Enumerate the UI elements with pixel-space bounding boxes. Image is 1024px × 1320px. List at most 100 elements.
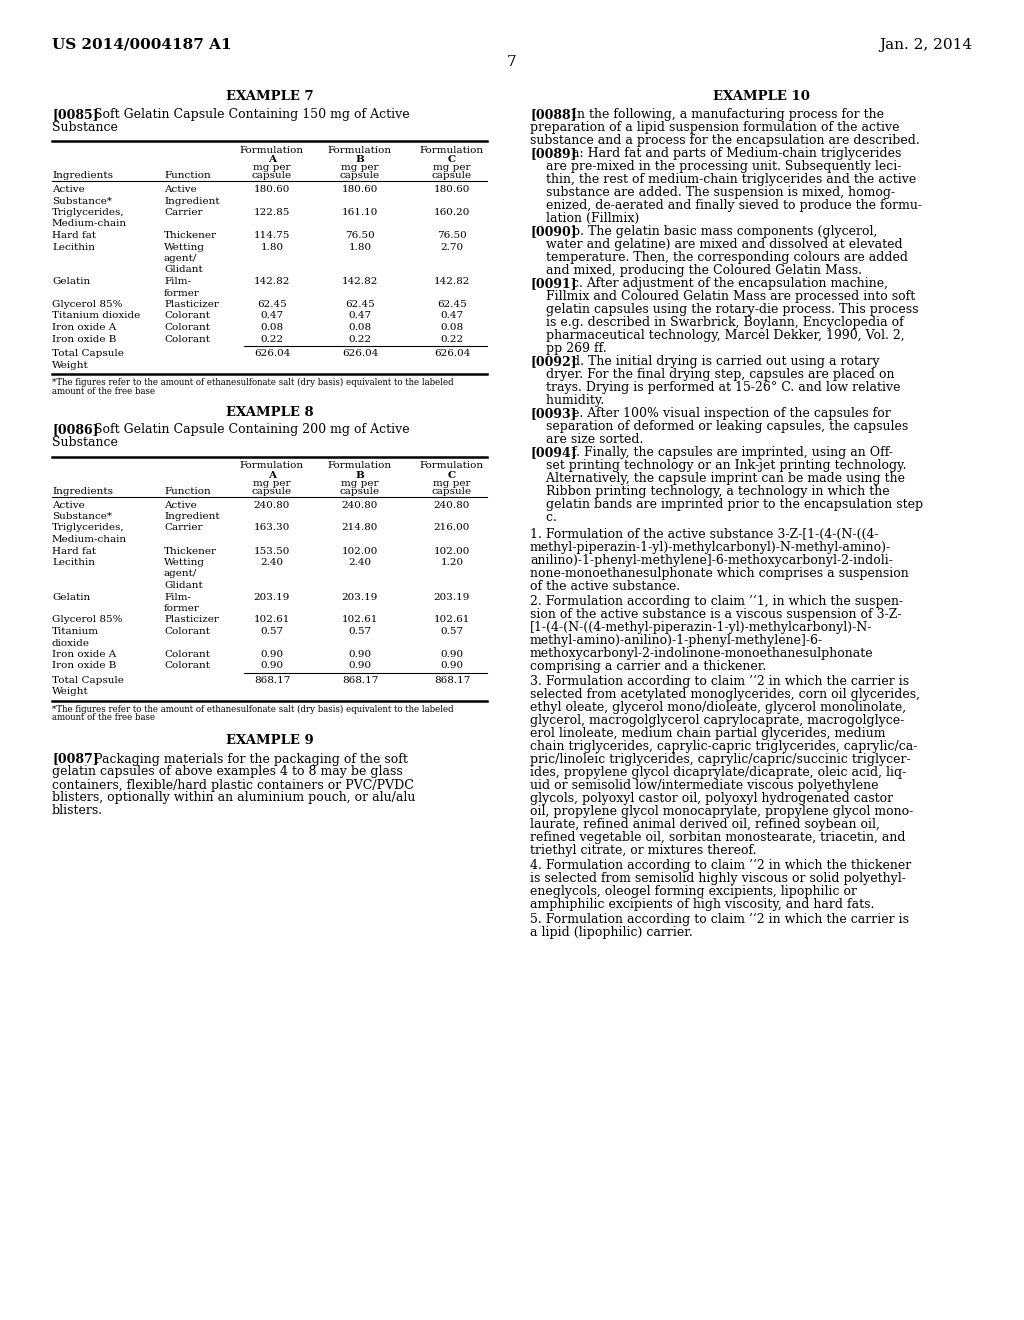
Text: laurate, refined animal derived oil, refined soybean oil,: laurate, refined animal derived oil, ref… bbox=[530, 818, 880, 832]
Text: Titanium: Titanium bbox=[52, 627, 99, 636]
Text: A: A bbox=[268, 470, 276, 479]
Text: 180.60: 180.60 bbox=[254, 185, 290, 194]
Text: 102.00: 102.00 bbox=[342, 546, 378, 556]
Text: is selected from semisolid highly viscous or solid polyethyl-: is selected from semisolid highly viscou… bbox=[530, 873, 906, 884]
Text: containers, flexible/hard plastic containers or PVC/PVDC: containers, flexible/hard plastic contai… bbox=[52, 779, 414, 792]
Text: pric/linoleic triglycerides, caprylic/capric/succinic triglycer-: pric/linoleic triglycerides, caprylic/ca… bbox=[530, 752, 910, 766]
Text: mg per: mg per bbox=[253, 162, 291, 172]
Text: 0.08: 0.08 bbox=[348, 323, 372, 333]
Text: Substance: Substance bbox=[52, 437, 118, 450]
Text: pharmaceutical technology, Marcel Dekker, 1990, Vol. 2,: pharmaceutical technology, Marcel Dekker… bbox=[530, 329, 904, 342]
Text: 2.40: 2.40 bbox=[348, 558, 372, 568]
Text: selected from acetylated monoglycerides, corn oil glycerides,: selected from acetylated monoglycerides,… bbox=[530, 688, 920, 701]
Text: triethyl citrate, or mixtures thereof.: triethyl citrate, or mixtures thereof. bbox=[530, 843, 757, 857]
Text: agent/: agent/ bbox=[164, 569, 198, 578]
Text: 142.82: 142.82 bbox=[254, 277, 290, 286]
Text: 7: 7 bbox=[507, 55, 517, 69]
Text: Colorant: Colorant bbox=[164, 334, 210, 343]
Text: dryer. For the final drying step, capsules are placed on: dryer. For the final drying step, capsul… bbox=[530, 368, 895, 381]
Text: EXAMPLE 10: EXAMPLE 10 bbox=[713, 90, 809, 103]
Text: Plasticizer: Plasticizer bbox=[164, 300, 219, 309]
Text: 62.45: 62.45 bbox=[437, 300, 467, 309]
Text: Ingredient: Ingredient bbox=[164, 197, 219, 206]
Text: Active: Active bbox=[164, 500, 197, 510]
Text: methoxycarbonyl-2-indolinone-monoethanesulphonate: methoxycarbonyl-2-indolinone-monoethanes… bbox=[530, 647, 873, 660]
Text: 240.80: 240.80 bbox=[342, 500, 378, 510]
Text: Colorant: Colorant bbox=[164, 627, 210, 636]
Text: 153.50: 153.50 bbox=[254, 546, 290, 556]
Text: sion of the active substance is a viscous suspension of 3-Z-: sion of the active substance is a viscou… bbox=[530, 609, 901, 620]
Text: glycols, polyoxyl castor oil, polyoxyl hydrogenated castor: glycols, polyoxyl castor oil, polyoxyl h… bbox=[530, 792, 893, 805]
Text: are size sorted.: are size sorted. bbox=[530, 433, 643, 446]
Text: Active: Active bbox=[52, 185, 85, 194]
Text: 2. Formulation according to claim ’‘1, in which the suspen-: 2. Formulation according to claim ’‘1, i… bbox=[530, 595, 903, 609]
Text: Iron oxide A: Iron oxide A bbox=[52, 649, 117, 659]
Text: B: B bbox=[355, 154, 365, 164]
Text: [0091]: [0091] bbox=[530, 277, 577, 290]
Text: methyl-amino)-anilino)-1-phenyl-methylene]-6-: methyl-amino)-anilino)-1-phenyl-methylen… bbox=[530, 634, 823, 647]
Text: 62.45: 62.45 bbox=[345, 300, 375, 309]
Text: substance are added. The suspension is mixed, homog-: substance are added. The suspension is m… bbox=[530, 186, 895, 199]
Text: 0.57: 0.57 bbox=[348, 627, 372, 636]
Text: In the following, a manufacturing process for the: In the following, a manufacturing proces… bbox=[572, 108, 884, 121]
Text: Hard fat: Hard fat bbox=[52, 231, 96, 240]
Text: 240.80: 240.80 bbox=[254, 500, 290, 510]
Text: capsule: capsule bbox=[432, 487, 472, 495]
Text: former: former bbox=[164, 605, 200, 612]
Text: 160.20: 160.20 bbox=[434, 209, 470, 216]
Text: 76.50: 76.50 bbox=[345, 231, 375, 240]
Text: Ingredients: Ingredients bbox=[52, 487, 113, 495]
Text: amphiphilic excipients of high viscosity, and hard fats.: amphiphilic excipients of high viscosity… bbox=[530, 898, 874, 911]
Text: 180.60: 180.60 bbox=[434, 185, 470, 194]
Text: trays. Drying is performed at 15-26° C. and low relative: trays. Drying is performed at 15-26° C. … bbox=[530, 381, 900, 393]
Text: 203.19: 203.19 bbox=[342, 593, 378, 602]
Text: 626.04: 626.04 bbox=[434, 348, 470, 358]
Text: [0094]: [0094] bbox=[530, 446, 577, 459]
Text: methyl-piperazin-1-yl)-methylcarbonyl)-N-methyl-amino)-: methyl-piperazin-1-yl)-methylcarbonyl)-N… bbox=[530, 541, 891, 554]
Text: 180.60: 180.60 bbox=[342, 185, 378, 194]
Text: Colorant: Colorant bbox=[164, 661, 210, 671]
Text: Active: Active bbox=[164, 185, 197, 194]
Text: a lipid (lipophilic) carrier.: a lipid (lipophilic) carrier. bbox=[530, 927, 693, 939]
Text: temperature. Then, the corresponding colours are added: temperature. Then, the corresponding col… bbox=[530, 251, 908, 264]
Text: f. Finally, the capsules are imprinted, using an Off-: f. Finally, the capsules are imprinted, … bbox=[572, 446, 893, 459]
Text: Formulation: Formulation bbox=[420, 147, 484, 154]
Text: e. After 100% visual inspection of the capsules for: e. After 100% visual inspection of the c… bbox=[572, 407, 891, 420]
Text: [0085]: [0085] bbox=[52, 108, 98, 121]
Text: [1-(4-(N-((4-methyl-piperazin-1-yl)-methylcarbonyl)-N-: [1-(4-(N-((4-methyl-piperazin-1-yl)-meth… bbox=[530, 620, 872, 634]
Text: 626.04: 626.04 bbox=[342, 348, 378, 358]
Text: Glidant: Glidant bbox=[164, 265, 203, 275]
Text: Lecithin: Lecithin bbox=[52, 243, 95, 252]
Text: substance and a process for the encapsulation are described.: substance and a process for the encapsul… bbox=[530, 135, 920, 147]
Text: Thickener: Thickener bbox=[164, 231, 217, 240]
Text: agent/: agent/ bbox=[164, 253, 198, 263]
Text: Jan. 2, 2014: Jan. 2, 2014 bbox=[879, 38, 972, 51]
Text: 0.90: 0.90 bbox=[348, 649, 372, 659]
Text: 114.75: 114.75 bbox=[254, 231, 290, 240]
Text: 214.80: 214.80 bbox=[342, 524, 378, 532]
Text: 216.00: 216.00 bbox=[434, 524, 470, 532]
Text: 3. Formulation according to claim ’‘2 in which the carrier is: 3. Formulation according to claim ’‘2 in… bbox=[530, 675, 909, 688]
Text: Glidant: Glidant bbox=[164, 581, 203, 590]
Text: Substance*: Substance* bbox=[52, 197, 112, 206]
Text: mg per: mg per bbox=[253, 479, 291, 487]
Text: 0.57: 0.57 bbox=[440, 627, 464, 636]
Text: Titanium dioxide: Titanium dioxide bbox=[52, 312, 140, 321]
Text: water and gelatine) are mixed and dissolved at elevated: water and gelatine) are mixed and dissol… bbox=[530, 238, 902, 251]
Text: EXAMPLE 7: EXAMPLE 7 bbox=[225, 90, 313, 103]
Text: comprising a carrier and a thickener.: comprising a carrier and a thickener. bbox=[530, 660, 766, 673]
Text: 1. Formulation of the active substance 3-Z-[1-(4-(N-((4-: 1. Formulation of the active substance 3… bbox=[530, 528, 879, 541]
Text: capsule: capsule bbox=[252, 487, 292, 495]
Text: 102.61: 102.61 bbox=[342, 615, 378, 624]
Text: [0093]: [0093] bbox=[530, 407, 577, 420]
Text: Packaging materials for the packaging of the soft: Packaging materials for the packaging of… bbox=[94, 752, 408, 766]
Text: Plasticizer: Plasticizer bbox=[164, 615, 219, 624]
Text: Iron oxide B: Iron oxide B bbox=[52, 661, 117, 671]
Text: 0.57: 0.57 bbox=[260, 627, 284, 636]
Text: 868.17: 868.17 bbox=[434, 676, 470, 685]
Text: c.: c. bbox=[530, 511, 557, 524]
Text: 1.80: 1.80 bbox=[348, 243, 372, 252]
Text: Triglycerides,: Triglycerides, bbox=[52, 524, 125, 532]
Text: Function: Function bbox=[164, 172, 211, 180]
Text: 163.30: 163.30 bbox=[254, 524, 290, 532]
